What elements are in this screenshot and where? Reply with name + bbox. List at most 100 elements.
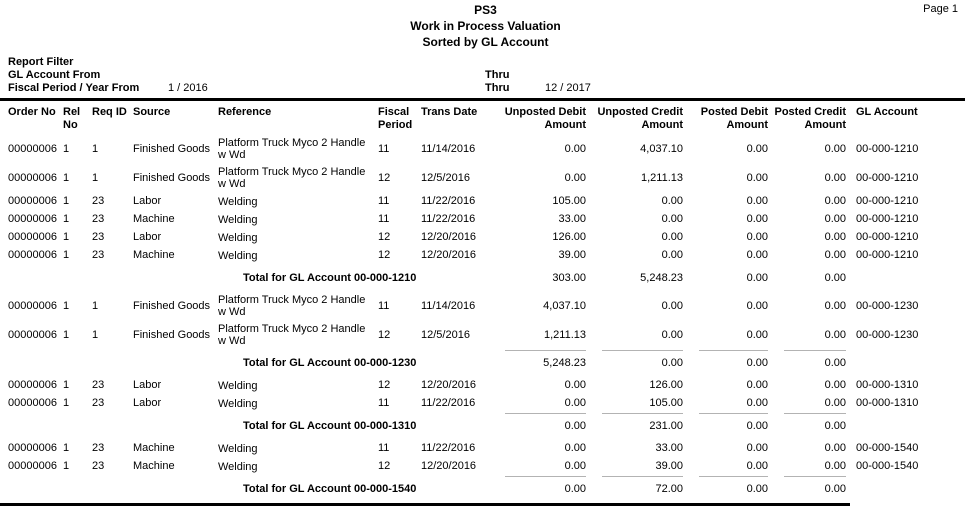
- cell-trans_date: 12/5/2016: [421, 171, 470, 184]
- section-total-amount: 0.00: [493, 413, 590, 440]
- column-header-gl_account: GL Account: [856, 106, 918, 118]
- cell-req_id: 23: [92, 195, 105, 207]
- cell-reference: Welding: [218, 213, 258, 226]
- table-row: 00000006 1 1 Finished Goods Platform Truck M…: [8, 135, 957, 164]
- cell-posted_credit: 0.00: [824, 460, 846, 472]
- cell-posted_debit: 0.00: [746, 213, 768, 225]
- cell-source: Machine: [133, 249, 175, 261]
- filter-from-value: 1 / 2016: [168, 82, 208, 94]
- cell-req_id: 1: [92, 328, 99, 341]
- cell-reference: Welding: [218, 397, 258, 410]
- cell-posted_debit: 0.00: [746, 299, 768, 312]
- section-total-value: 72.00: [602, 476, 683, 496]
- cell-posted_credit: 0.00: [824, 379, 846, 391]
- cell-posted_debit: 0.00: [746, 442, 768, 454]
- cell-unposted_credit: 39.00: [655, 460, 683, 472]
- cell-gl_account: 00-000-1210: [856, 142, 919, 155]
- cell-rel_no: 1: [63, 231, 70, 243]
- cell-trans_date: 11/22/2016: [421, 442, 476, 454]
- column-header-fiscal_period: Fiscal Period: [378, 106, 413, 131]
- table-row: 00000006 1 23 Machine Welding 12 12/20/2016 0.0…: [8, 458, 957, 476]
- cell-order_no: 00000006: [8, 195, 57, 207]
- cell-unposted_debit: 0.00: [564, 142, 586, 155]
- footer-rule: [0, 503, 850, 506]
- cell-unposted_credit: 105.00: [649, 397, 683, 409]
- cell-gl_account: 00-000-1210: [856, 195, 919, 207]
- cell-source: Labor: [133, 379, 162, 391]
- report-subtitle: Work in Process Valuation: [410, 19, 561, 33]
- cell-trans_date: 12/5/2016: [421, 328, 470, 341]
- report-filter-block: Report Filter GL Account From Thru Fisca…: [8, 56, 971, 95]
- cell-fiscal_period: 11: [378, 299, 390, 312]
- table-row: 00000006 1 23 Labor Welding 11 11/22/2016 105.0…: [8, 193, 957, 211]
- cell-fiscal_period: 12: [378, 379, 391, 391]
- cell-order_no: 00000006: [8, 328, 57, 341]
- section-total-amount: 5,248.23: [590, 265, 687, 292]
- table-row: 00000006 1 23 Machine Welding 11 11/22/2016 0.0…: [8, 440, 957, 458]
- cell-order_no: 00000006: [8, 171, 57, 184]
- cell-gl_account: 00-000-1210: [856, 213, 919, 225]
- cell-gl-empty: [850, 476, 957, 503]
- section-total-amount: 0.00: [687, 350, 772, 377]
- cell-fiscal_period: 12: [378, 231, 391, 243]
- cell-reference: Platform Truck Myco 2 Handle w Wd: [218, 294, 366, 318]
- section-total-amount: 0.00: [590, 350, 687, 377]
- cell-unposted_debit: 0.00: [564, 379, 586, 391]
- section-total-row: Total for GL Account 00-000-1210 303.00 5,…: [8, 265, 957, 292]
- cell-gl-empty: [850, 265, 957, 292]
- table-row: 00000006 1 1 Finished Goods Platform Truck M…: [8, 164, 957, 193]
- cell-gl-empty: [850, 350, 957, 377]
- cell-rel_no: 1: [63, 442, 70, 454]
- cell-unposted_debit: 33.00: [558, 213, 586, 225]
- cell-posted_debit: 0.00: [746, 249, 768, 261]
- cell-req_id: 23: [92, 379, 105, 391]
- cell-source: Labor: [133, 195, 162, 207]
- cell-gl_account: 00-000-1210: [856, 171, 919, 184]
- cell-unposted_debit: 105.00: [552, 195, 586, 207]
- cell-source: Labor: [133, 397, 162, 409]
- cell-fiscal_period: 12: [378, 460, 391, 472]
- cell-fiscal_period: 12: [378, 171, 391, 184]
- section-total-value: 0.00: [746, 272, 768, 284]
- cell-unposted_credit: 0.00: [661, 299, 683, 312]
- cell-unposted_credit: 4,037.10: [640, 142, 683, 155]
- cell-posted_debit: 0.00: [746, 171, 768, 184]
- section-total-value: 303.00: [552, 272, 586, 284]
- cell-trans_date: 12/20/2016: [421, 460, 477, 472]
- cell-unposted_debit: 0.00: [564, 171, 586, 184]
- cell-posted_credit: 0.00: [824, 231, 846, 243]
- column-header-posted_credit: Posted Credit Amount: [774, 106, 846, 131]
- section-total-value: 0.00: [602, 350, 683, 370]
- section-total-amount: 0.00: [772, 476, 850, 503]
- cell-fiscal_period: 11: [378, 442, 390, 454]
- cell-fiscal_period: 11: [378, 142, 390, 155]
- filter-thru-label: Thru: [485, 69, 510, 81]
- cell-req_id: 23: [92, 460, 105, 472]
- cell-unposted_credit: 0.00: [661, 231, 683, 243]
- section-total-amount: 0.00: [687, 476, 772, 503]
- cell-reference: Welding: [218, 379, 258, 392]
- cell-unposted_credit: 1,211.13: [640, 171, 683, 184]
- section-total-label: Total for GL Account 00-000-1310: [243, 420, 417, 432]
- cell-rel_no: 1: [63, 397, 70, 409]
- cell-trans_date: 12/20/2016: [421, 379, 477, 391]
- cell-posted_credit: 0.00: [824, 397, 846, 409]
- cell-rel_no: 1: [63, 213, 70, 225]
- cell-posted_debit: 0.00: [746, 328, 768, 341]
- cell-req_id: 23: [92, 397, 105, 409]
- cell-posted_debit: 0.00: [746, 460, 768, 472]
- section-total-value: 0.00: [784, 413, 846, 433]
- cell-req_id: 23: [92, 213, 105, 225]
- cell-order_no: 00000006: [8, 249, 57, 261]
- table-row: 00000006 1 1 Finished Goods Platform Truck M…: [8, 321, 957, 350]
- column-header-rel_no: Rel No: [63, 106, 81, 131]
- cell-unposted_credit: 0.00: [661, 195, 683, 207]
- column-header-reference: Reference: [218, 106, 272, 118]
- section-total-row: Total for GL Account 00-000-1540 0.00 72.0…: [8, 476, 957, 503]
- header-rule: [0, 98, 965, 101]
- filter-row-fiscal-period: Fiscal Period / Year From 1 / 2016 Thru …: [8, 82, 971, 95]
- section-total-label: Total for GL Account 00-000-1210: [243, 272, 417, 284]
- cell-rel_no: 1: [63, 195, 70, 207]
- cell-reference: Welding: [218, 249, 258, 262]
- cell-reference: Welding: [218, 460, 258, 473]
